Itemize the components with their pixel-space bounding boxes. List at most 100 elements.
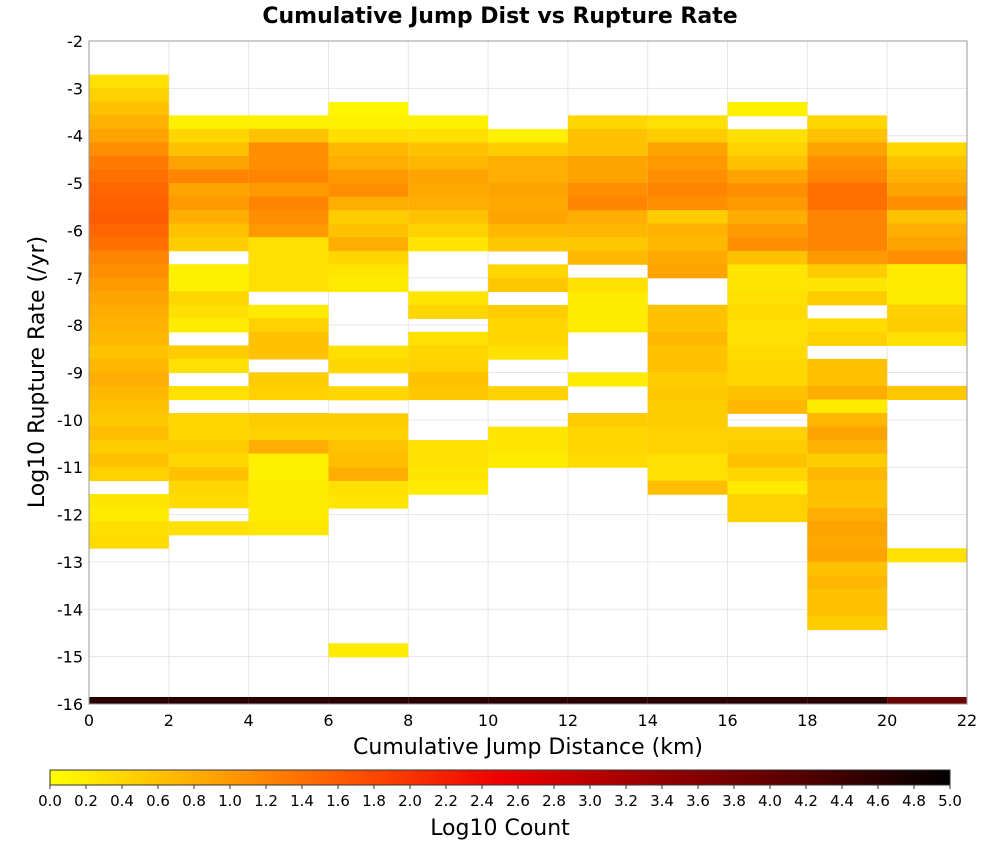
heatmap-cell	[89, 88, 169, 103]
heatmap-cell	[168, 210, 249, 225]
heatmap-cell	[727, 480, 808, 496]
y-tick-label: -2	[67, 32, 83, 51]
heatmap-cell	[89, 223, 169, 238]
heatmap-cell	[488, 169, 568, 184]
heatmap-cell	[408, 142, 489, 157]
heatmap-cell	[887, 196, 967, 211]
y-tick-label: -16	[57, 695, 83, 714]
heatmap-cell	[328, 643, 409, 658]
heatmap-cell	[567, 183, 648, 198]
heatmap-cell	[408, 223, 489, 238]
heatmap-cell	[488, 318, 568, 333]
heatmap-cell	[328, 467, 409, 482]
heatmap-cell	[488, 210, 568, 225]
colorbar-tick-label: 2.0	[398, 792, 422, 810]
x-axis-label: Cumulative Jump Distance (km)	[353, 735, 703, 760]
heatmap-cell	[89, 358, 169, 373]
x-tick-label: 18	[797, 711, 817, 730]
heatmap-cell	[488, 304, 568, 320]
heatmap-cell	[488, 453, 568, 468]
heatmap-cell	[488, 183, 568, 198]
colorbar-tick-label: 0.6	[146, 792, 170, 810]
heatmap-cell	[488, 129, 568, 144]
heatmap-cell	[807, 223, 888, 238]
x-tick-label: 22	[957, 711, 977, 730]
heatmap-cell	[807, 155, 888, 171]
heatmap-cell	[727, 156, 808, 171]
heatmap-cell	[89, 453, 169, 468]
heatmap-cell	[408, 304, 489, 319]
x-tick-label: 12	[558, 711, 578, 730]
y-tick-label: -10	[57, 411, 83, 430]
heatmap-cell	[248, 426, 329, 441]
heatmap-cell	[168, 264, 249, 279]
heatmap-cell	[807, 615, 888, 631]
heatmap-cell	[89, 209, 169, 225]
heatmap-cell	[328, 237, 409, 252]
heatmap-cell	[328, 183, 409, 198]
heatmap-cell	[248, 318, 329, 333]
heatmap-cell	[647, 480, 728, 495]
heatmap-cell	[248, 345, 329, 360]
heatmap-cell	[647, 467, 728, 482]
heatmap-cell	[408, 440, 489, 455]
heatmap-cell	[887, 277, 967, 292]
heatmap-cell	[647, 223, 728, 238]
heatmap-cell	[727, 102, 808, 117]
heatmap-cell	[887, 182, 967, 198]
heatmap-cell	[248, 196, 329, 211]
heatmap-cell	[727, 142, 808, 157]
heatmap-cell	[807, 358, 888, 374]
heatmap-cell	[807, 142, 888, 157]
heatmap-cell	[408, 183, 489, 198]
heatmap-cell	[887, 250, 967, 265]
heatmap-cell	[887, 291, 967, 306]
heatmap-cell	[328, 494, 409, 509]
heatmap-cell	[567, 291, 648, 306]
heatmap-cell	[727, 372, 808, 387]
heatmap-cell	[408, 480, 489, 495]
heatmap-cell	[89, 412, 169, 428]
heatmap-cell	[328, 250, 409, 266]
heatmap-cell	[488, 332, 568, 347]
heatmap-cell	[89, 250, 169, 265]
heatmap-cell	[408, 210, 489, 225]
heatmap-cell	[408, 453, 489, 468]
y-tick-label: -12	[57, 506, 83, 525]
heatmap-cells	[89, 74, 967, 704]
colorbar-tick-label: 1.6	[326, 792, 350, 810]
heatmap-cell	[89, 142, 169, 157]
x-tick-label: 0	[84, 711, 94, 730]
heatmap-cell	[168, 196, 249, 211]
x-tick-label: 8	[403, 711, 413, 730]
heatmap-cell	[807, 169, 888, 184]
heatmap-cell	[408, 115, 489, 130]
y-tick-label: -3	[67, 79, 83, 98]
heatmap-cell	[248, 331, 329, 346]
heatmap-cell	[727, 250, 808, 266]
heatmap-cell	[807, 277, 888, 292]
heatmap-cell	[727, 210, 808, 225]
x-tick-label: 10	[478, 711, 498, 730]
heatmap-cell	[328, 345, 409, 360]
heatmap-cell	[807, 372, 888, 387]
colorbar-tick-label: 0.8	[182, 792, 206, 810]
colorbar-tick-label: 2.2	[434, 792, 458, 810]
heatmap-cell	[488, 196, 568, 211]
heatmap-cell	[248, 413, 329, 428]
heatmap-cell	[89, 331, 169, 346]
baseline-cell	[807, 697, 888, 704]
heatmap-cell	[328, 413, 409, 428]
heatmap-cell	[328, 277, 409, 293]
heatmap-cell	[727, 494, 808, 509]
heatmap-cell	[488, 223, 568, 238]
heatmap-cell	[248, 155, 329, 171]
heatmap-cell	[89, 196, 169, 211]
y-tick-label: -8	[67, 316, 83, 335]
heatmap-cell	[647, 440, 728, 455]
heatmap-cell	[89, 318, 169, 333]
heatmap-cell	[408, 358, 489, 374]
colorbar-tick-label: 2.6	[506, 792, 530, 810]
heatmap-cell	[887, 385, 967, 401]
heatmap-cell	[647, 426, 728, 441]
